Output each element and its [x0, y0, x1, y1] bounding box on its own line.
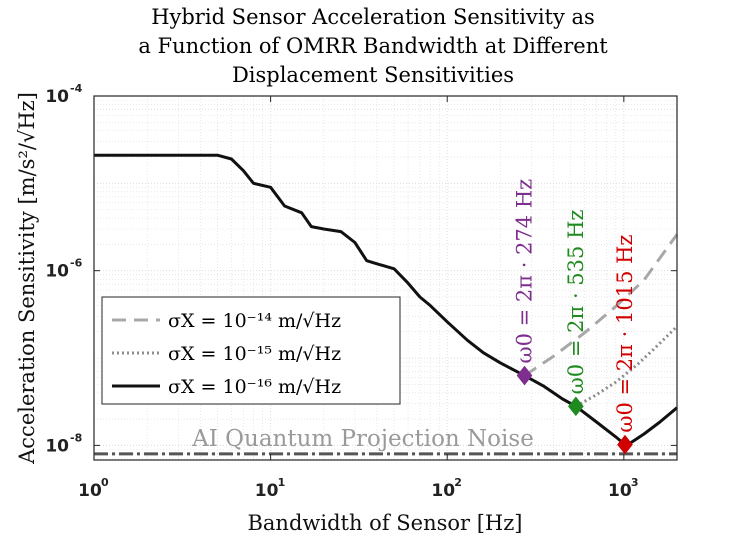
x-tick-label-1: 10	[255, 481, 279, 501]
x-tick-label-3: 10	[608, 481, 632, 501]
legend: σX = 10⁻¹⁴ m/√Hz σX = 10⁻¹⁵ m/√Hz σX = 10⁻…	[101, 296, 401, 405]
noise-label: AI Quantum Projection Noise	[191, 426, 534, 452]
marker-1	[516, 365, 533, 386]
marker-3	[617, 434, 633, 455]
y-tick-exp-2: -4	[70, 82, 83, 95]
chart-title-line-2: a Function of OMRR Bandwidth at Differen…	[138, 34, 608, 58]
legend-label-3: σX = 10⁻¹⁶ m/√Hz	[168, 376, 341, 398]
series-line-2	[575, 325, 679, 408]
y-tick-label-2: 10	[45, 87, 69, 107]
plot-area	[94, 96, 677, 460]
plot-frame	[93, 95, 678, 461]
marker-2	[568, 396, 584, 417]
y-axis-label: Acceleration Sensitivity [m/s²/√Hz]	[15, 92, 39, 465]
chart-title-line-1: Hybrid Sensor Acceleration Sensitivity a…	[151, 5, 595, 29]
series-line-3	[94, 153, 678, 447]
x-tick-label-2: 10	[431, 481, 455, 501]
x-tick-label-0: 10	[78, 481, 102, 501]
y-tick-label-0: 10	[45, 436, 69, 456]
x-tick-exp-3: 3	[631, 476, 639, 489]
legend-label-2: σX = 10⁻¹⁵ m/√Hz	[168, 343, 341, 365]
series-line-1	[523, 233, 679, 377]
chart-title-line-3: Displacement Sensitivities	[232, 63, 514, 87]
x-axis-label: Bandwidth of Sensor [Hz]	[247, 511, 522, 535]
legend-label-1: σX = 10⁻¹⁴ m/√Hz	[168, 310, 341, 332]
x-tick-exp-2: 2	[454, 476, 462, 489]
marker-label-2: ω0 = 2π · 535 Hz	[564, 210, 588, 395]
markers	[516, 365, 633, 455]
x-tick-exp-0: 0	[101, 476, 109, 489]
series-lines	[94, 153, 679, 447]
marker-label-1: ω0 = 2π · 274 Hz	[513, 179, 537, 364]
y-tick-exp-1: -6	[70, 257, 83, 270]
axis-ticks: 10 0 10 1 10 2 10 310 -810 -610 -4	[45, 82, 677, 501]
y-tick-exp-0: -8	[70, 431, 82, 444]
x-tick-exp-1: 1	[278, 476, 286, 489]
y-tick-label-1: 10	[45, 262, 69, 282]
marker-label-3: ω0 = 2π · 1015 Hz	[613, 234, 637, 432]
marker-annotations: ω0 = 2π · 274 Hz ω0 = 2π · 535 Hz ω0 = 2π …	[513, 179, 637, 433]
